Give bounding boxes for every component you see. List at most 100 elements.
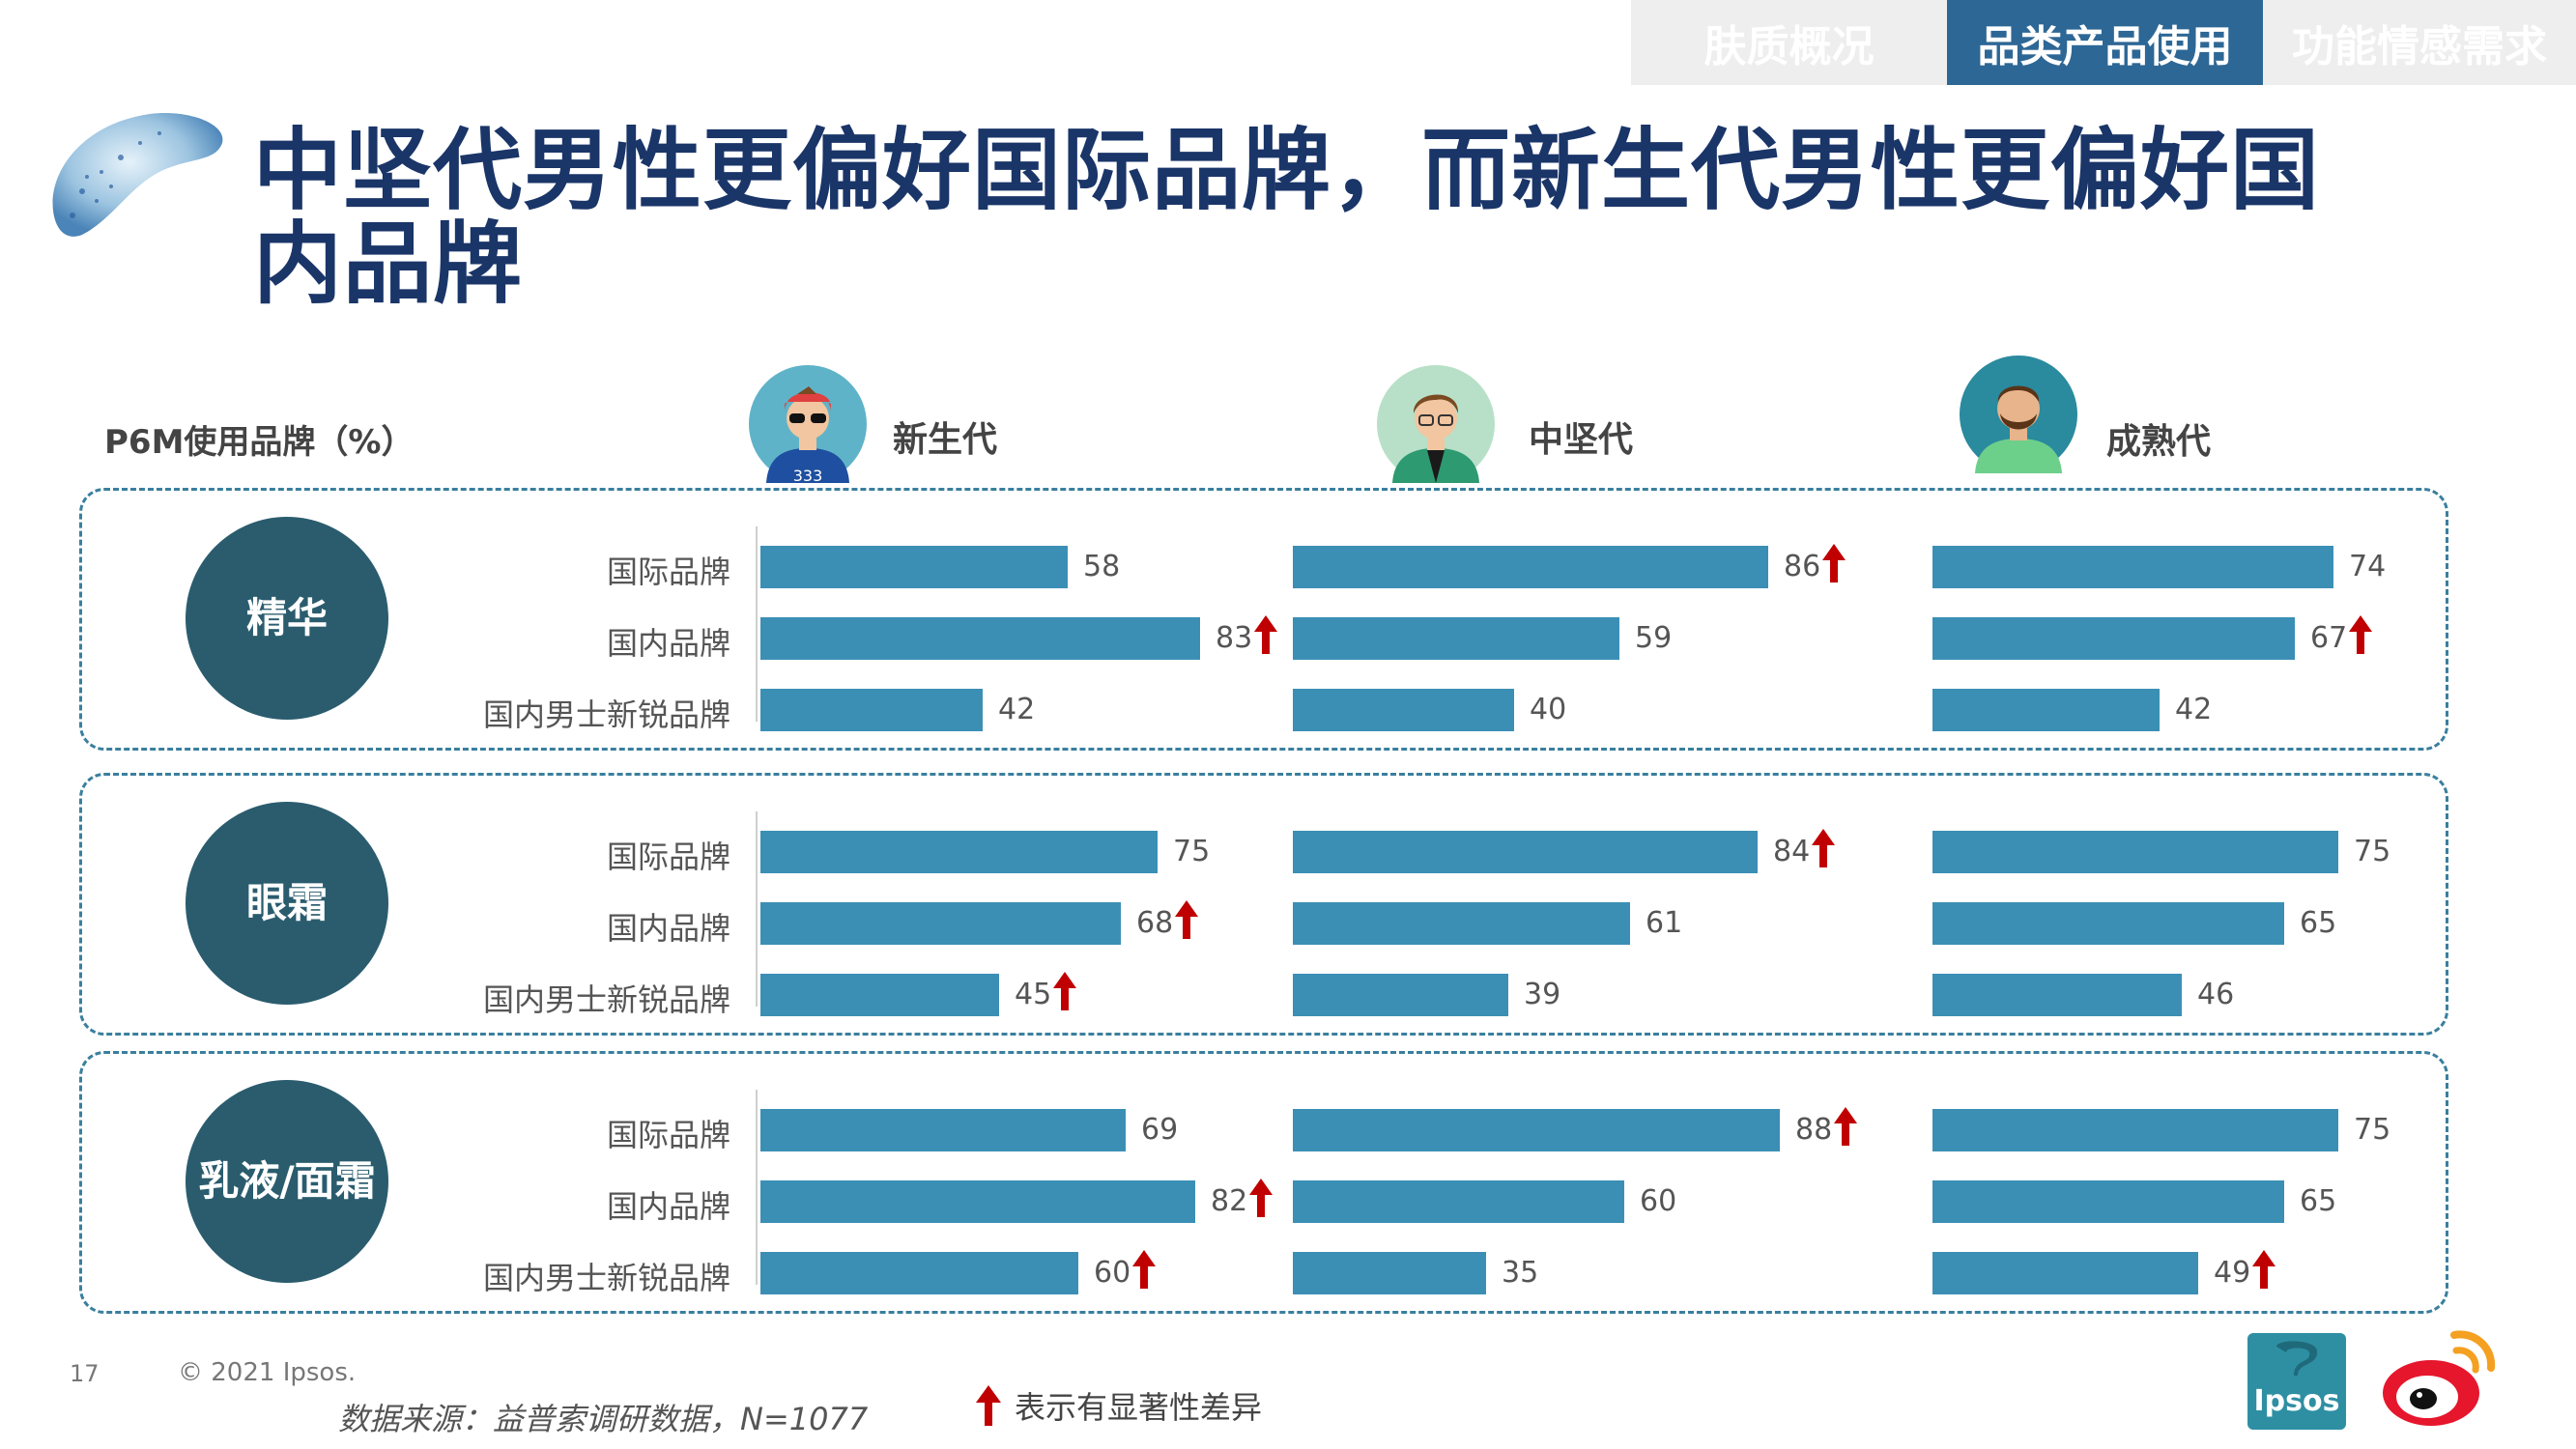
bar-mature-intl: [1932, 831, 2338, 873]
axis-line: [756, 1090, 758, 1285]
weibo-logo-icon: [2383, 1330, 2496, 1426]
tab-skin-profile[interactable]: 肤质概况: [1631, 0, 1947, 85]
bar-genz-domestic: [760, 617, 1200, 660]
value-label: 75: [2354, 1113, 2391, 1147]
tab-functional-needs[interactable]: 功能情感需求: [2263, 0, 2576, 85]
bar-middle-intl: [1293, 1109, 1780, 1151]
category-label: 乳液/面霜: [186, 1080, 388, 1283]
value-label: 61: [1646, 906, 1683, 940]
bar-genz-intl: [760, 1109, 1126, 1151]
bar-genz-domestic: [760, 902, 1121, 945]
significance-arrow-icon: [2349, 615, 2372, 654]
page-number: 17: [70, 1360, 100, 1387]
page-title: 中坚代男性更偏好国际品牌，而新生代男性更偏好国内品牌: [253, 119, 2321, 316]
value-label: 58: [1083, 550, 1121, 583]
value-label: 46: [2197, 978, 2235, 1011]
bar-mature-domestic: [1932, 617, 2295, 660]
row-label-niche: 国内男士新锐品牌: [482, 1260, 730, 1296]
bar-middle-domestic: [1293, 1180, 1624, 1223]
avatar-jersey-number: 333: [793, 467, 823, 483]
bar-middle-niche: [1293, 689, 1514, 731]
value-label: 45: [1015, 978, 1052, 1011]
value-label: 65: [2300, 906, 2337, 940]
bar-genz-niche: [760, 1252, 1078, 1294]
significance-arrow-icon: [1834, 1107, 1857, 1146]
ipsos-logo-text: Ipsos: [2253, 1384, 2340, 1418]
axis-line: [756, 811, 758, 1007]
bar-middle-domestic: [1293, 617, 1619, 660]
value-label: 68: [1136, 906, 1174, 940]
generation-label-genz: 新生代: [893, 420, 998, 460]
value-label: 49: [2214, 1256, 2251, 1290]
bar-mature-domestic: [1932, 902, 2284, 945]
significance-arrow-icon: [1132, 1250, 1156, 1289]
bar-genz-domestic: [760, 1180, 1195, 1223]
value-label: 86: [1784, 550, 1821, 583]
bar-mature-intl: [1932, 1109, 2338, 1151]
bar-genz-intl: [760, 831, 1158, 873]
significance-arrow-icon: [1812, 829, 1835, 867]
generation-label-mature: 成熟代: [2106, 422, 2212, 462]
value-label: 75: [1173, 835, 1211, 868]
copyright: © 2021 Ipsos.: [178, 1358, 357, 1387]
row-label-niche: 国内男士新锐品牌: [482, 981, 730, 1018]
bar-mature-niche: [1932, 1252, 2198, 1294]
value-label: 60: [1094, 1256, 1131, 1290]
category-label: 眼霜: [186, 802, 388, 1005]
significance-legend: 表示有显著性差异: [976, 1383, 1262, 1428]
bar-genz-niche: [760, 974, 999, 1016]
value-label: 82: [1211, 1184, 1248, 1218]
value-label: 39: [1524, 978, 1561, 1011]
data-source-note: 数据来源：益普索调研数据，N=1077: [338, 1401, 869, 1437]
row-label-domestic: 国内品牌: [606, 625, 730, 662]
category-group-box: [79, 1051, 2448, 1314]
ipsos-mark-icon: [2276, 1341, 2318, 1376]
bar-mature-intl: [1932, 546, 2333, 588]
significance-arrow-icon: [1053, 972, 1076, 1010]
middle-gen-avatar-icon: [1377, 365, 1495, 483]
value-label: 67: [2310, 621, 2348, 655]
value-label: 65: [2300, 1184, 2337, 1218]
value-label: 59: [1635, 621, 1673, 655]
significance-arrow-icon: [1249, 1179, 1273, 1217]
axis-line: [756, 526, 758, 722]
bar-mature-niche: [1932, 974, 2182, 1016]
category-group-box: [79, 773, 2448, 1036]
value-label: 69: [1141, 1113, 1179, 1147]
value-label: 40: [1530, 693, 1567, 726]
ipsos-logo: Ipsos: [2247, 1333, 2346, 1430]
significance-arrow-icon: [1822, 544, 1846, 582]
row-label-niche: 国内男士新锐品牌: [482, 696, 730, 733]
bar-middle-niche: [1293, 1252, 1486, 1294]
row-label-domestic: 国内品牌: [606, 910, 730, 947]
row-label-intl: 国际品牌: [606, 838, 730, 875]
cream-blob-icon: [52, 113, 223, 237]
bar-mature-niche: [1932, 689, 2160, 731]
bar-middle-intl: [1293, 831, 1758, 873]
value-label: 74: [2349, 550, 2387, 583]
value-label: 84: [1773, 835, 1811, 868]
row-label-intl: 国际品牌: [606, 554, 730, 590]
bar-middle-niche: [1293, 974, 1508, 1016]
category-label: 精华: [186, 517, 388, 720]
bar-middle-domestic: [1293, 902, 1630, 945]
bar-mature-domestic: [1932, 1180, 2284, 1223]
row-label-intl: 国际品牌: [606, 1117, 730, 1153]
bar-middle-intl: [1293, 546, 1768, 588]
gen-z-avatar-icon: 333: [749, 365, 867, 483]
bar-genz-intl: [760, 546, 1068, 588]
tab-category-usage[interactable]: 品类产品使用: [1947, 0, 2263, 85]
value-label: 42: [998, 693, 1036, 726]
significance-arrow-icon: [1254, 615, 1277, 654]
value-label: 42: [2175, 693, 2213, 726]
value-label: 88: [1795, 1113, 1833, 1147]
bar-genz-niche: [760, 689, 983, 731]
value-label: 35: [1502, 1256, 1539, 1290]
value-label: 60: [1640, 1184, 1677, 1218]
top-nav: 肤质概况 品类产品使用 功能情感需求: [1631, 0, 2576, 85]
value-label: 83: [1216, 621, 1253, 655]
generation-label-middle: 中坚代: [1529, 420, 1634, 460]
significance-legend-text: 表示有显著性差异: [1015, 1389, 1263, 1426]
chart-legend-label: P6M使用品牌（%）: [104, 423, 415, 462]
category-group-box: [79, 488, 2448, 751]
